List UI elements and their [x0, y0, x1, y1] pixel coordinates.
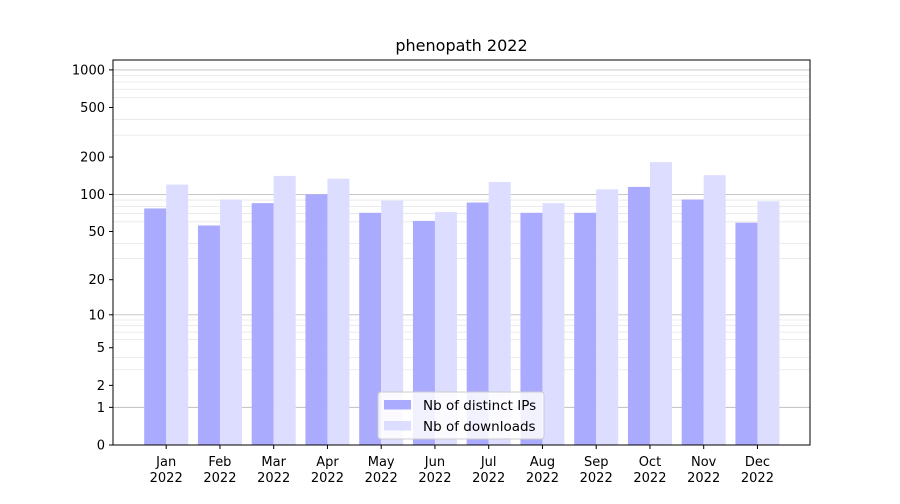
x-tick-label: Jan 2022	[150, 455, 183, 486]
x-tick-label-month: Apr	[316, 455, 339, 470]
x-tick-label-month: Mar	[261, 455, 286, 470]
x-tick-label: May 2022	[365, 455, 398, 486]
x-tick-label-year: 2022	[257, 471, 290, 486]
x-tick-label-month: Jan	[155, 455, 176, 470]
bar-downloads	[488, 181, 511, 445]
x-tick-label: Jul 2022	[472, 455, 505, 486]
bar-downloads	[649, 162, 672, 445]
x-tick-label-month: Dec	[745, 455, 770, 470]
bars	[144, 162, 780, 446]
x-tick-label: Feb 2022	[203, 455, 236, 486]
x-tick-label: Nov 2022	[687, 455, 720, 486]
x-tick-label: Aug 2022	[526, 455, 559, 486]
x-tick-label-year: 2022	[365, 471, 398, 486]
x-tick-label-month: Jul	[480, 455, 497, 470]
bar-downloads	[596, 189, 619, 445]
y-tick-label: 500	[80, 101, 105, 116]
x-tick-label-year: 2022	[203, 471, 236, 486]
x-tick-label: Oct 2022	[633, 455, 666, 486]
bar-distinct-ips	[681, 199, 704, 445]
bar-distinct-ips	[574, 212, 597, 445]
bar-distinct-ips	[359, 212, 382, 445]
bar-distinct-ips	[412, 220, 435, 445]
y-tick-label: 50	[88, 225, 105, 240]
x-tick-label-year: 2022	[741, 471, 774, 486]
legend-swatch	[384, 421, 411, 431]
bar-downloads	[381, 200, 404, 445]
bar-distinct-ips	[627, 186, 650, 445]
y-tick-label: 200	[80, 151, 105, 166]
bar-downloads	[757, 201, 780, 445]
x-tick-label-year: 2022	[526, 471, 559, 486]
bar-downloads	[273, 175, 296, 446]
x-tick-label: Mar 2022	[257, 455, 290, 486]
legend-box	[377, 391, 545, 440]
plot-frame	[112, 59, 811, 446]
bar-distinct-ips	[144, 208, 167, 445]
bar-distinct-ips	[466, 202, 489, 445]
y-tick-label: 0	[97, 439, 105, 454]
x-tick-label-year: 2022	[580, 471, 613, 486]
bar-distinct-ips	[520, 212, 543, 445]
bar-distinct-ips	[197, 225, 220, 445]
x-tick-label-month: May	[368, 455, 395, 470]
x-tick-label-year: 2022	[311, 471, 344, 486]
bar-distinct-ips	[251, 203, 274, 445]
x-tick-label-month: Sep	[584, 455, 609, 470]
bar-distinct-ips	[735, 222, 758, 445]
y-axis: 0 1 2 5 10 20 50 100 200 500 1000	[72, 63, 113, 454]
x-tick-label-month: Feb	[208, 455, 231, 470]
bar-downloads	[166, 184, 189, 445]
x-tick-label: Sep 2022	[580, 455, 613, 486]
bar-downloads	[219, 199, 242, 445]
y-tick-label: 5	[97, 341, 105, 356]
legend-swatch	[384, 400, 411, 410]
x-tick-label-year: 2022	[633, 471, 666, 486]
y-tick-label: 100	[80, 188, 105, 203]
y-tick-label: 20	[88, 273, 105, 288]
x-tick-label-year: 2022	[150, 471, 183, 486]
legend: Nb of distinct IPs Nb of downloads	[377, 391, 545, 440]
x-tick-label-month: Aug	[530, 455, 555, 470]
y-tick-label: 1	[97, 401, 105, 416]
bar-downloads	[327, 178, 350, 445]
y-tick-label: 10	[88, 308, 105, 323]
bar-downloads	[703, 175, 726, 445]
bar-downloads	[542, 203, 565, 445]
legend-label: Nb of distinct IPs	[423, 398, 536, 414]
x-tick-label: Jun 2022	[418, 455, 451, 486]
x-tick-label: Dec 2022	[741, 455, 774, 486]
x-tick-label-year: 2022	[472, 471, 505, 486]
x-tick-label-month: Nov	[691, 455, 717, 470]
y-tick-label: 1000	[72, 63, 105, 78]
legend-label: Nb of downloads	[423, 419, 536, 435]
x-tick-label-month: Oct	[639, 455, 661, 470]
y-tick-label: 2	[97, 379, 105, 394]
x-tick-label-year: 2022	[687, 471, 720, 486]
x-tick-label-month: Jun	[424, 455, 445, 470]
chart-title: phenopath 2022	[395, 36, 527, 55]
x-tick-label-year: 2022	[418, 471, 451, 486]
bar-downloads	[434, 212, 457, 445]
bar-distinct-ips	[305, 194, 328, 445]
x-tick-label: Apr 2022	[311, 455, 344, 486]
